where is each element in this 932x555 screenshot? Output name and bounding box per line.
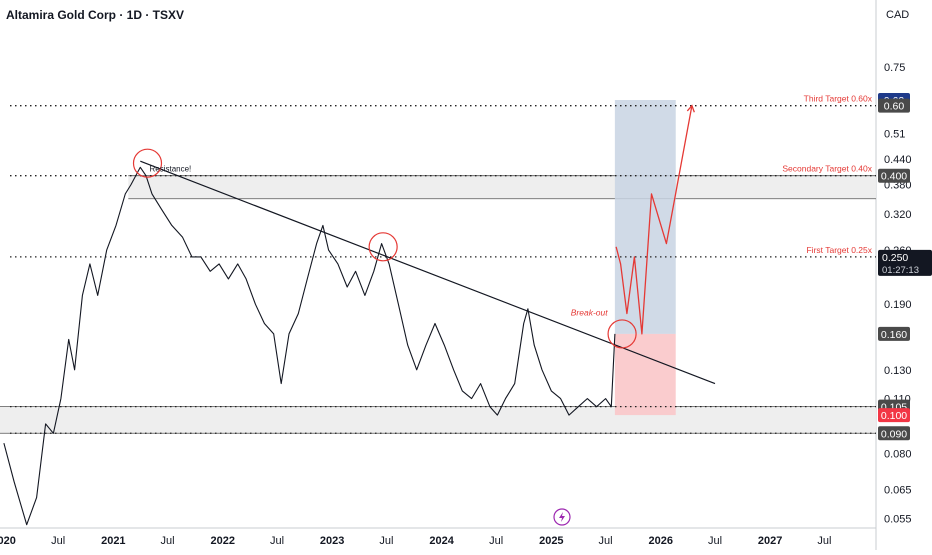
y-tick-label: 0.065 [884, 484, 912, 496]
x-tick-label: Jul [270, 535, 284, 547]
currency-label: CAD [886, 9, 910, 21]
y-tick-label: 0.130 [884, 365, 912, 377]
x-tick-label: Jul [817, 535, 831, 547]
x-tick-label: Jul [599, 535, 613, 547]
projection-arrowhead [686, 104, 695, 113]
x-tick-label: Jul [379, 535, 393, 547]
x-tick-label: Jul [489, 535, 503, 547]
x-tick-label: 2025 [539, 535, 563, 547]
y-tick-label: 0.080 [884, 449, 912, 461]
price-tag-label: 0.60 [884, 101, 905, 113]
price-tag-label: 0.160 [881, 329, 907, 341]
downtrend-line [140, 160, 716, 385]
resistance-zone [128, 175, 876, 199]
profit-zone [614, 100, 676, 334]
price-series-line [3, 166, 616, 526]
x-tick-label: Jul [161, 535, 175, 547]
price-tag-label: 0.400 [881, 171, 907, 183]
breakout-annotation: Break-out [571, 308, 608, 318]
highlight-circle [368, 232, 398, 262]
chart-title: Altamira Gold Corp · 1D · TSXV [6, 8, 185, 22]
projection-path [615, 105, 693, 335]
x-tick-label: 2026 [649, 535, 673, 547]
price-tag [878, 426, 910, 441]
target-label: Secondary Target 0.40x [782, 164, 872, 174]
y-tick-label: 0.75 [884, 62, 905, 74]
price-tag [878, 98, 910, 113]
x-tick-label: 2023 [320, 535, 344, 547]
highlight-circle [607, 319, 637, 349]
target-label: First Target 0.25x [806, 245, 872, 255]
x-tick-label: Jul [708, 535, 722, 547]
current-price-label: 0.250 [882, 252, 908, 264]
x-tick-label: 2020 [0, 535, 16, 547]
y-tick-label: 0.055 [884, 513, 912, 525]
price-tag [878, 326, 910, 341]
price-tag-label: 0.090 [881, 428, 907, 440]
y-tick-label: 0.440 [884, 154, 912, 166]
x-tick-label: 2022 [211, 535, 235, 547]
y-tick-label: 0.320 [884, 209, 912, 221]
countdown-label: 01:27:13 [882, 265, 919, 276]
y-tick-label: 0.51 [884, 129, 905, 141]
resistance-annotation: Resistance! [149, 164, 191, 173]
y-tick-label: 0.190 [884, 299, 912, 311]
price-tag [878, 408, 910, 423]
price-tag-label: 0.100 [881, 410, 907, 422]
highlight-circle [132, 148, 163, 178]
current-price-tag [878, 249, 932, 276]
price-tag [878, 168, 910, 183]
x-tick-label: Jul [51, 535, 65, 547]
lightning-icon-glyph [559, 512, 565, 522]
stop-zone [614, 333, 676, 416]
x-tick-label: 2024 [429, 535, 454, 547]
support-zone [0, 406, 876, 434]
target-label: Third Target 0.60x [804, 94, 873, 104]
x-tick-label: 2021 [101, 535, 125, 547]
x-tick-label: 2027 [758, 535, 782, 547]
